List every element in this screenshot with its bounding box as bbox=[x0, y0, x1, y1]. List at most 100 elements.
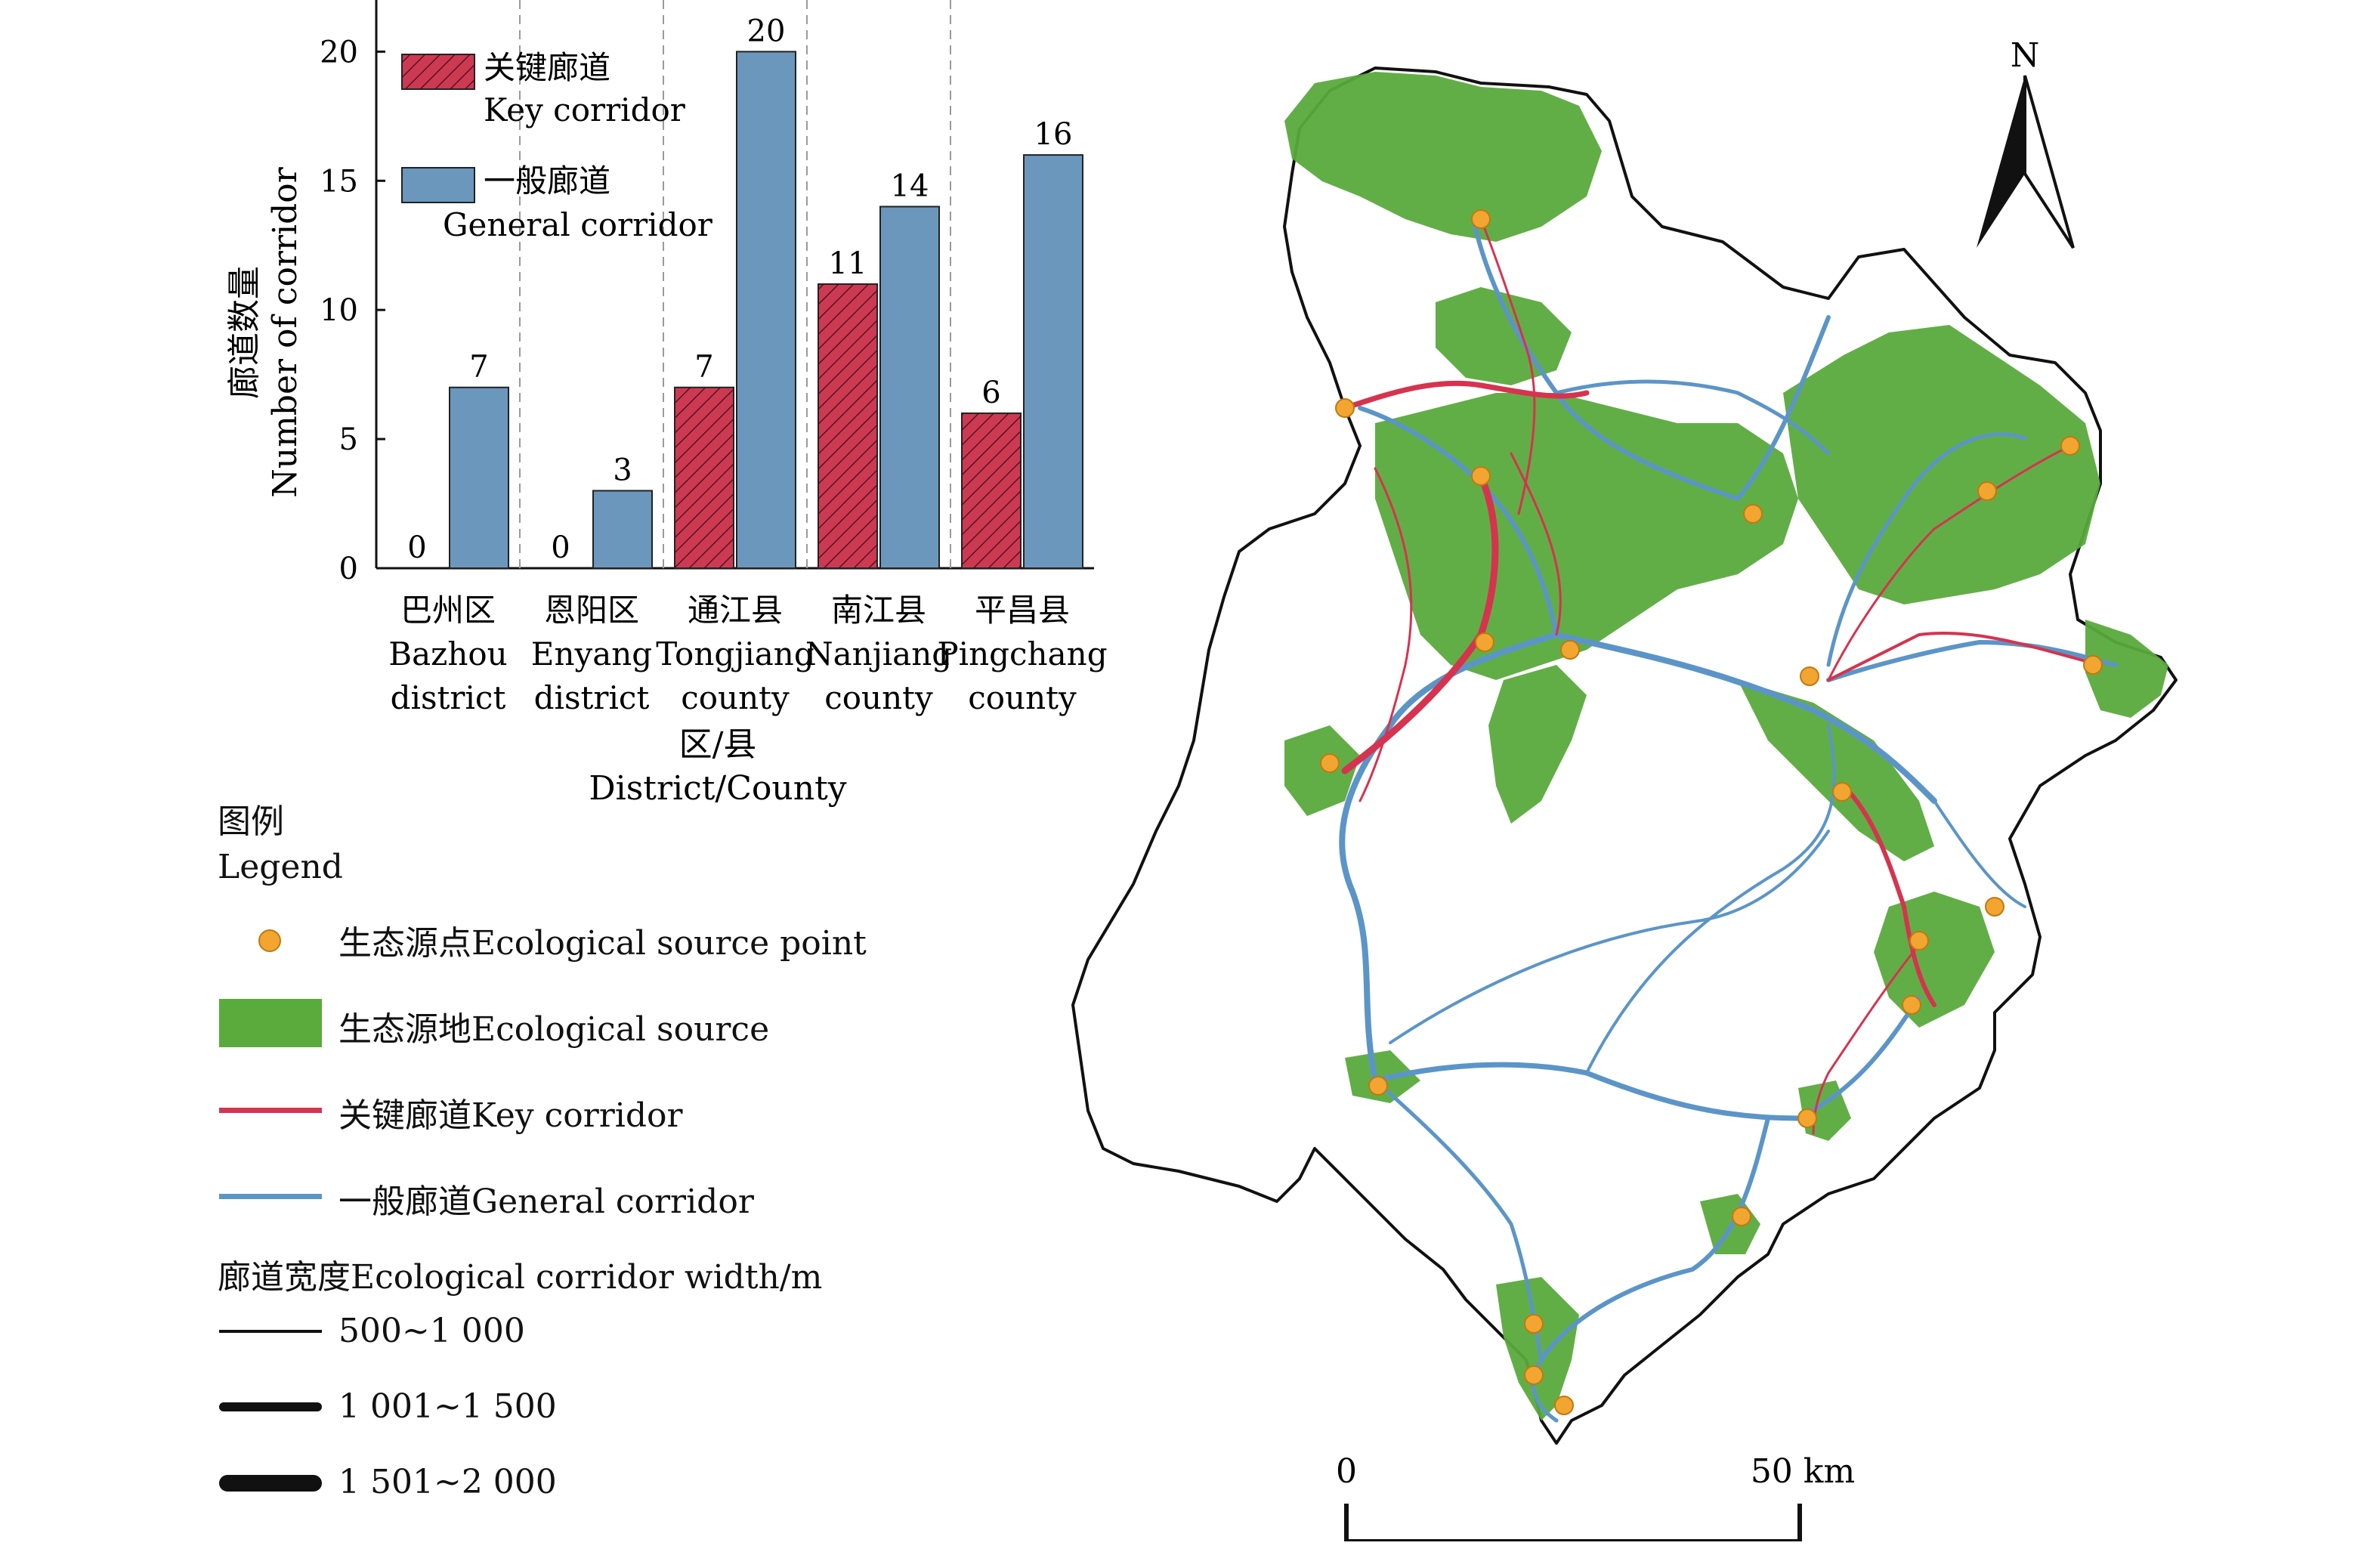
ecological-source-patch bbox=[1488, 665, 1587, 824]
key-corridor-line bbox=[1358, 467, 1413, 802]
y-tick-label: 10 bbox=[320, 293, 358, 328]
north-arrow: N bbox=[1977, 36, 2075, 249]
y-tick-label: 5 bbox=[339, 422, 358, 457]
scale-bar: 0 50 km bbox=[1336, 1452, 1855, 1541]
source-point bbox=[1797, 1108, 1817, 1128]
north-arrow-right bbox=[2023, 75, 2075, 249]
general-corridor-line bbox=[1389, 830, 1830, 1044]
x-tick-label-en1: Pingchang bbox=[937, 635, 1107, 672]
corridor-bar-chart: 0 5 10 15 20 0 7 巴州区 Bazhou district 0 3 恩阳区 Enyang di… bbox=[225, 0, 1108, 808]
ecological-source-patch bbox=[1783, 325, 2100, 604]
ecological-source-patch bbox=[1375, 393, 1798, 680]
bar-value-label: 0 bbox=[407, 530, 426, 565]
scale-start: 0 bbox=[1336, 1452, 1357, 1491]
corridor-map: N 0 50 km bbox=[1071, 36, 2178, 1541]
y-axis-title-cn: 廊道数量 bbox=[225, 266, 264, 399]
bar-general-corridor bbox=[736, 51, 796, 569]
bar-value-label: 16 bbox=[1034, 117, 1073, 152]
source-point bbox=[1524, 1314, 1544, 1334]
x-axis-title-en: District/County bbox=[589, 769, 846, 808]
key-corridor-line bbox=[1510, 452, 1562, 636]
ecological-source-patch bbox=[1284, 72, 1602, 242]
general-corridor-line bbox=[1796, 995, 1921, 1121]
x-tick-label-en2: county bbox=[968, 679, 1077, 716]
general-corridor-line bbox=[1933, 799, 2026, 908]
x-tick-label-en1: Bazhou bbox=[388, 635, 507, 672]
x-tick-label-en1: Tongjiang bbox=[656, 635, 814, 672]
legend-title-en: Legend bbox=[218, 848, 343, 886]
key-corridor-line bbox=[1827, 444, 2072, 682]
scale-bar-line bbox=[1344, 1504, 1802, 1541]
key-corridor-swatch bbox=[219, 1108, 322, 1113]
width-thin-swatch bbox=[219, 1330, 322, 1333]
key-corridor-line bbox=[1479, 218, 1536, 515]
x-tick-label-cn: 巴州区 bbox=[400, 592, 496, 629]
source-point bbox=[1800, 666, 1819, 686]
x-tick-label-en2: district bbox=[534, 679, 650, 716]
general-corridor-swatch bbox=[219, 1194, 322, 1199]
ecological-source-patch bbox=[1284, 725, 1360, 816]
y-tick-label: 0 bbox=[339, 552, 358, 586]
north-arrow-left bbox=[1977, 76, 2025, 248]
legend-general-corridor: 一般廊道General corridor bbox=[338, 1182, 754, 1221]
legend-key-corridor: 关键廊道Key corridor bbox=[338, 1096, 683, 1135]
source-point bbox=[1368, 1076, 1388, 1096]
bar-value-label: 6 bbox=[981, 376, 1000, 410]
chart-legend: 关键廊道 Key corridor 一般廊道 General corridor bbox=[401, 49, 713, 243]
legend-width-title: 廊道宽度Ecological corridor width/m bbox=[218, 1258, 823, 1297]
y-tick-label: 15 bbox=[320, 164, 358, 199]
north-label: N bbox=[2011, 36, 2040, 75]
bar-value-label: 0 bbox=[551, 530, 570, 565]
ecological-source-swatch bbox=[219, 999, 322, 1047]
chart-bars bbox=[449, 51, 1083, 570]
legend-width-2: 1 001~1 500 bbox=[338, 1387, 557, 1426]
legend-source-point: 生态源点Ecological source point bbox=[338, 924, 867, 963]
ecological-source-patch bbox=[2085, 620, 2168, 718]
source-point bbox=[1560, 640, 1580, 660]
source-point bbox=[1320, 753, 1340, 773]
x-tick-label-en1: Enyang bbox=[531, 635, 652, 672]
bar-value-label: 11 bbox=[829, 246, 867, 281]
legend-ecological-source: 生态源地Ecological source bbox=[338, 1010, 770, 1049]
bar-value-label: 14 bbox=[891, 168, 929, 203]
bar-general-corridor bbox=[592, 490, 653, 569]
legend-swatch-general bbox=[401, 167, 475, 203]
source-point bbox=[1743, 504, 1763, 524]
legend-width-3: 1 501~2 000 bbox=[338, 1463, 557, 1501]
legend-key-cn: 关键廊道 bbox=[484, 49, 610, 86]
bar-value-label: 7 bbox=[469, 350, 488, 385]
source-point bbox=[1471, 209, 1491, 229]
x-tick-label-en1: Nanjiang bbox=[805, 635, 952, 672]
source-point bbox=[2060, 436, 2080, 456]
bar-general-corridor bbox=[879, 206, 940, 569]
source-point bbox=[1471, 466, 1491, 486]
source-point bbox=[1832, 782, 1852, 802]
x-tick-label-cn: 恩阳区 bbox=[544, 592, 639, 629]
general-corridor-line bbox=[1554, 379, 1831, 456]
general-corridor-line bbox=[1373, 1078, 1544, 1362]
bar-general-corridor bbox=[449, 386, 509, 570]
legend-width-1: 500~1 000 bbox=[338, 1312, 525, 1350]
source-point bbox=[1554, 1396, 1574, 1415]
general-corridor-line bbox=[1736, 315, 1831, 501]
general-corridor-line bbox=[1826, 639, 2118, 682]
source-point bbox=[1335, 398, 1355, 418]
x-tick-label-cn: 平昌县 bbox=[975, 592, 1070, 629]
bar-value-label: 3 bbox=[613, 453, 632, 487]
x-tick-label-cn: 通江县 bbox=[688, 592, 783, 629]
x-tick-label-en2: county bbox=[681, 679, 790, 716]
source-point bbox=[1902, 995, 1921, 1015]
county-boundary bbox=[1071, 66, 2178, 1445]
ecological-source-points bbox=[1320, 209, 2103, 1415]
ecological-source-patch bbox=[1874, 892, 1995, 1028]
legend-general-cn: 一般廊道 bbox=[484, 162, 610, 199]
general-corridor-line bbox=[1553, 632, 1937, 804]
bar-value-label: 20 bbox=[747, 14, 786, 48]
general-corridor-line bbox=[1826, 432, 2027, 667]
width-thick-swatch bbox=[219, 1475, 322, 1492]
source-point bbox=[1475, 632, 1494, 652]
ecological-source-patch bbox=[1738, 680, 1934, 861]
key-corridor-line bbox=[1827, 632, 2102, 682]
bar-key-corridor bbox=[961, 412, 1022, 570]
bar-key-corridor bbox=[818, 283, 878, 569]
